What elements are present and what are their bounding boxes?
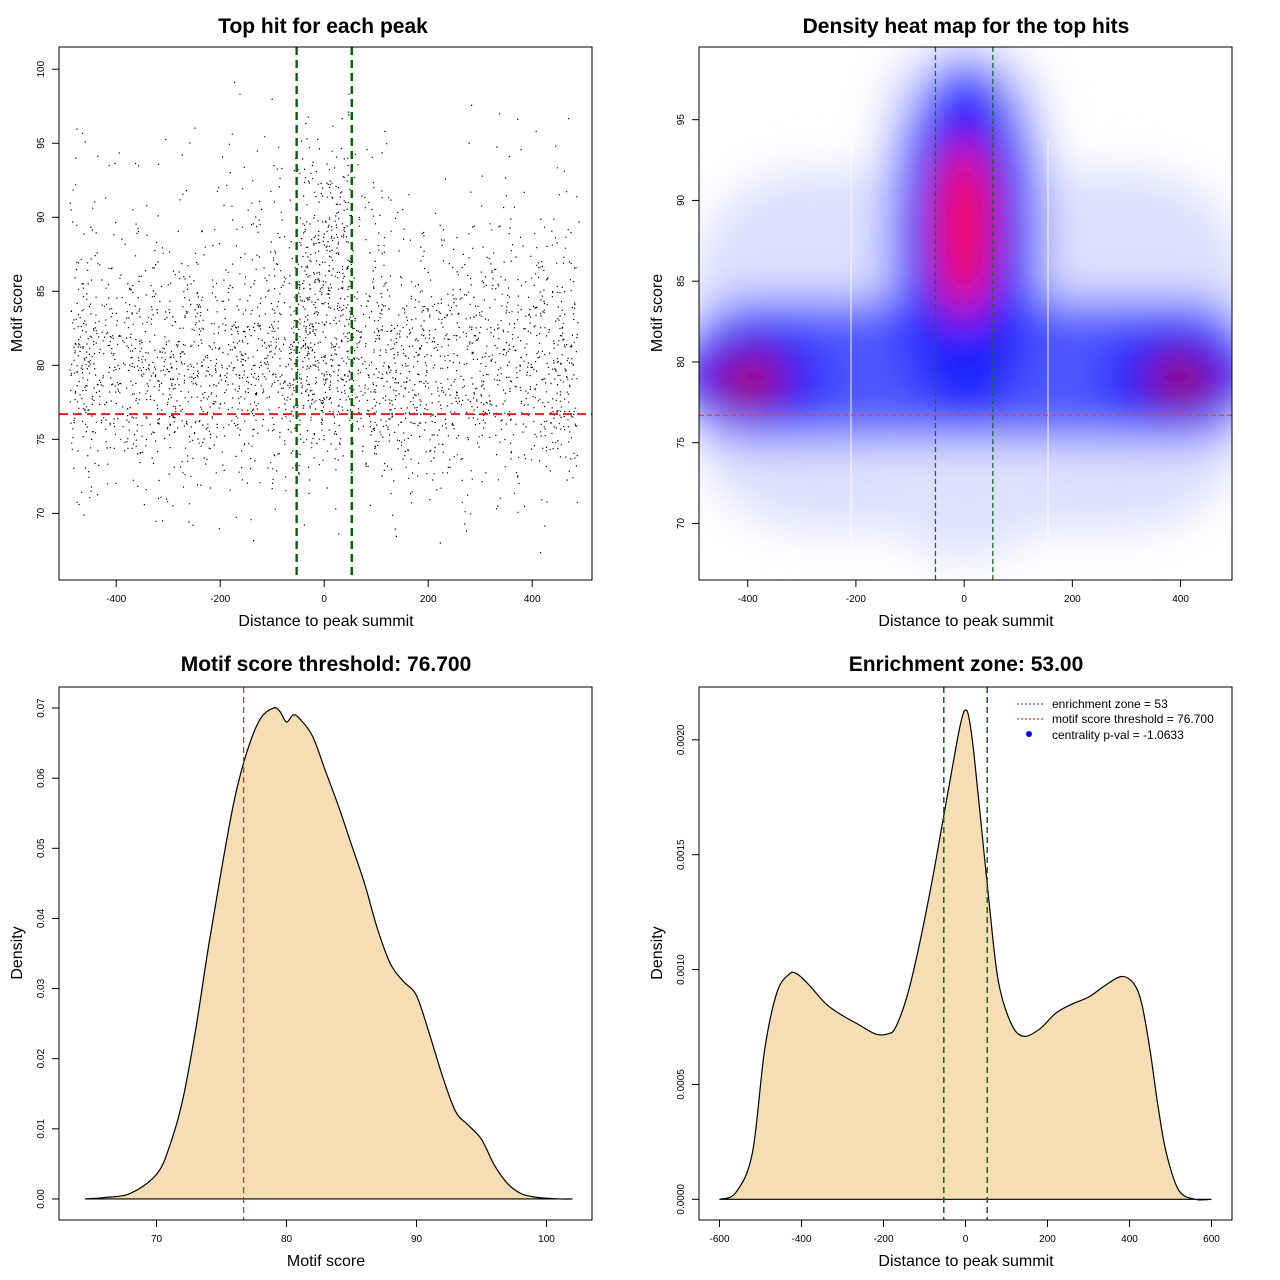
score-density-y-axis: 0.00 0.01 0.02 0.03 0.04 0.05 0.06 0.07 [36,698,60,1209]
x-tick-label: -400 [738,594,758,605]
y-tick-label: 0.0020 [676,724,687,755]
panel-distance-density: Enrichment zone: 53.00 -600 -400 -200 0 200 4… [649,653,1233,1270]
y-tick-label: 80 [676,356,687,368]
scatter-y-axis: 70 75 80 85 90 95 100 [36,60,60,519]
y-tick-label: 0.00 [36,1189,47,1209]
distance-density-y-axis: 0.0000 0.0005 0.0010 0.0015 0.0020 [676,724,700,1215]
x-tick-label: 100 [538,1234,555,1245]
y-tick-label: 90 [36,211,47,223]
y-tick-label: 0.03 [36,978,47,998]
distance-density-x-label: Distance to peak summit [878,1253,1054,1270]
legend-centrality-label: centrality p-val = -1.0633 [1052,728,1184,742]
y-tick-label: 95 [36,137,47,149]
score-density-x-label: Motif score [287,1253,365,1270]
score-density-x-axis: 70 80 90 100 [151,1219,555,1245]
x-tick-label: 90 [411,1234,423,1245]
heatmap-x-axis: -400 -200 0 200 400 [738,579,1189,605]
y-tick-label: 100 [36,60,47,77]
y-tick-label: 0.01 [36,1119,47,1139]
scatter-x-label: Distance to peak summit [238,613,414,630]
heatmap-field [699,47,1232,580]
heatmap-x-label: Distance to peak summit [878,613,1054,630]
x-tick-label: -600 [709,1234,729,1245]
heatmap-density-layers [699,47,1232,560]
heatmap-left-core [714,352,786,408]
x-tick-label: 80 [281,1234,293,1245]
scatter-y-label: Motif score [9,274,26,352]
x-tick-label: 400 [524,594,541,605]
heatmap-y-axis: 70 75 80 85 90 95 [676,114,700,529]
x-tick-label: 600 [1203,1234,1220,1245]
y-tick-label: 75 [36,433,47,445]
distance-density-plot-area [719,709,1212,1201]
y-tick-label: 90 [676,194,687,206]
y-tick-label: 75 [676,437,687,449]
y-tick-label: 0.02 [36,1049,47,1069]
y-tick-label: 0.0000 [676,1184,687,1215]
y-tick-label: 0.0015 [676,839,687,870]
x-tick-label: -400 [106,594,126,605]
y-tick-label: 70 [36,507,47,519]
x-tick-label: 0 [963,1234,969,1245]
panel-heatmap: Density heat map for the top hits [649,15,1233,630]
x-tick-label: 400 [1121,1234,1138,1245]
x-tick-label: 400 [1172,594,1189,605]
y-tick-label: 0.05 [36,838,47,858]
x-tick-label: -400 [791,1234,811,1245]
y-tick-label: 0.04 [36,908,47,928]
x-tick-label: 70 [151,1234,163,1245]
y-tick-label: 0.07 [36,698,47,718]
x-tick-label: -200 [210,594,230,605]
x-tick-label: 200 [1039,1234,1056,1245]
score-density-y-label: Density [9,926,26,979]
scatter-x-axis: -400 -200 0 200 400 [106,579,541,605]
distance-density-x-axis: -600 -400 -200 0 200 400 600 [709,1219,1220,1245]
y-tick-label: 95 [676,114,687,126]
scatter-point [69,81,580,568]
y-tick-label: 85 [36,285,47,297]
legend-centrality-swatch [1026,731,1032,737]
heatmap-y-label: Motif score [649,274,666,352]
distance-density-y-label: Density [649,926,666,979]
score-density-curve [84,707,573,1200]
legend-threshold-label: motif score threshold = 76.700 [1052,712,1214,726]
scatter-points [69,81,580,568]
x-tick-label: 0 [321,594,327,605]
y-tick-label: 80 [36,359,47,371]
score-density-plot-area [84,707,573,1200]
distance-density-reference-lines [942,687,989,1220]
y-tick-label: 0.0005 [676,1069,687,1100]
distance-density-curve [719,709,1212,1201]
heatmap-title: Density heat map for the top hits [803,15,1130,38]
heatmap-reference-lines [699,47,1232,580]
y-tick-label: 0.06 [36,768,47,788]
y-tick-label: 85 [676,275,687,287]
panel-score-density: Motif score threshold: 76.700 70 80 90 100 … [9,653,593,1270]
distance-density-title: Enrichment zone: 53.00 [849,653,1084,676]
x-tick-label: 200 [1064,594,1081,605]
scatter-plot-frame [58,46,593,581]
heatmap-right-core [1146,352,1218,408]
x-tick-label: 200 [420,594,437,605]
score-density-title: Motif score threshold: 76.700 [181,653,472,676]
legend-enrichment-zone-label: enrichment zone = 53 [1052,697,1168,711]
scatter-title: Top hit for each peak [218,15,428,38]
y-tick-label: 0.0010 [676,954,687,985]
heatmap-central-core [936,138,992,318]
x-tick-label: -200 [873,1234,893,1245]
x-tick-label: 0 [961,594,967,605]
distance-density-legend: enrichment zone = 53 motif score thresho… [1017,697,1214,742]
x-tick-label: -200 [846,594,866,605]
scatter-reference-lines [59,47,592,580]
panel-scatter: Top hit for each peak -400 -200 0 200 400 70… [9,15,593,630]
y-tick-label: 70 [676,517,687,529]
